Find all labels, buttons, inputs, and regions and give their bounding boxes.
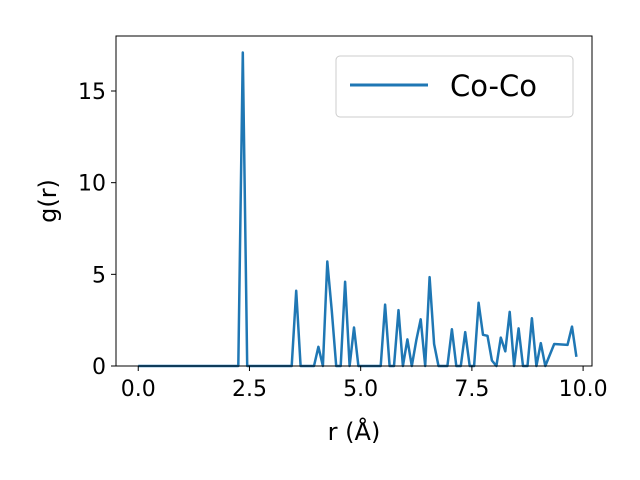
x-tick-label: 5.0 bbox=[343, 377, 378, 402]
legend: Co-Co bbox=[335, 55, 574, 118]
y-tick-label: 15 bbox=[78, 80, 106, 105]
legend-label-co-co: Co-Co bbox=[450, 69, 537, 103]
y-tick-label: 10 bbox=[78, 172, 106, 197]
x-tick-label: 10.0 bbox=[559, 377, 608, 402]
y-axis: 0 5 10 15 bbox=[78, 80, 116, 380]
y-tick-label: 5 bbox=[92, 263, 106, 288]
x-tick-label: 7.5 bbox=[454, 377, 489, 402]
plot-frame bbox=[115, 35, 593, 367]
series-layer bbox=[138, 51, 578, 368]
x-axis: 0.0 2.5 5.0 7.5 10.0 bbox=[121, 366, 608, 402]
x-tick-label: 2.5 bbox=[232, 377, 267, 402]
y-axis-label: g(r) bbox=[34, 179, 62, 223]
plot-area bbox=[115, 35, 593, 368]
legend-box bbox=[335, 55, 574, 118]
y-tick-label: 0 bbox=[92, 355, 106, 380]
x-axis-label: r (Å) bbox=[328, 417, 381, 446]
x-tick-label: 0.0 bbox=[121, 377, 156, 402]
series-line-0 bbox=[138, 51, 578, 368]
